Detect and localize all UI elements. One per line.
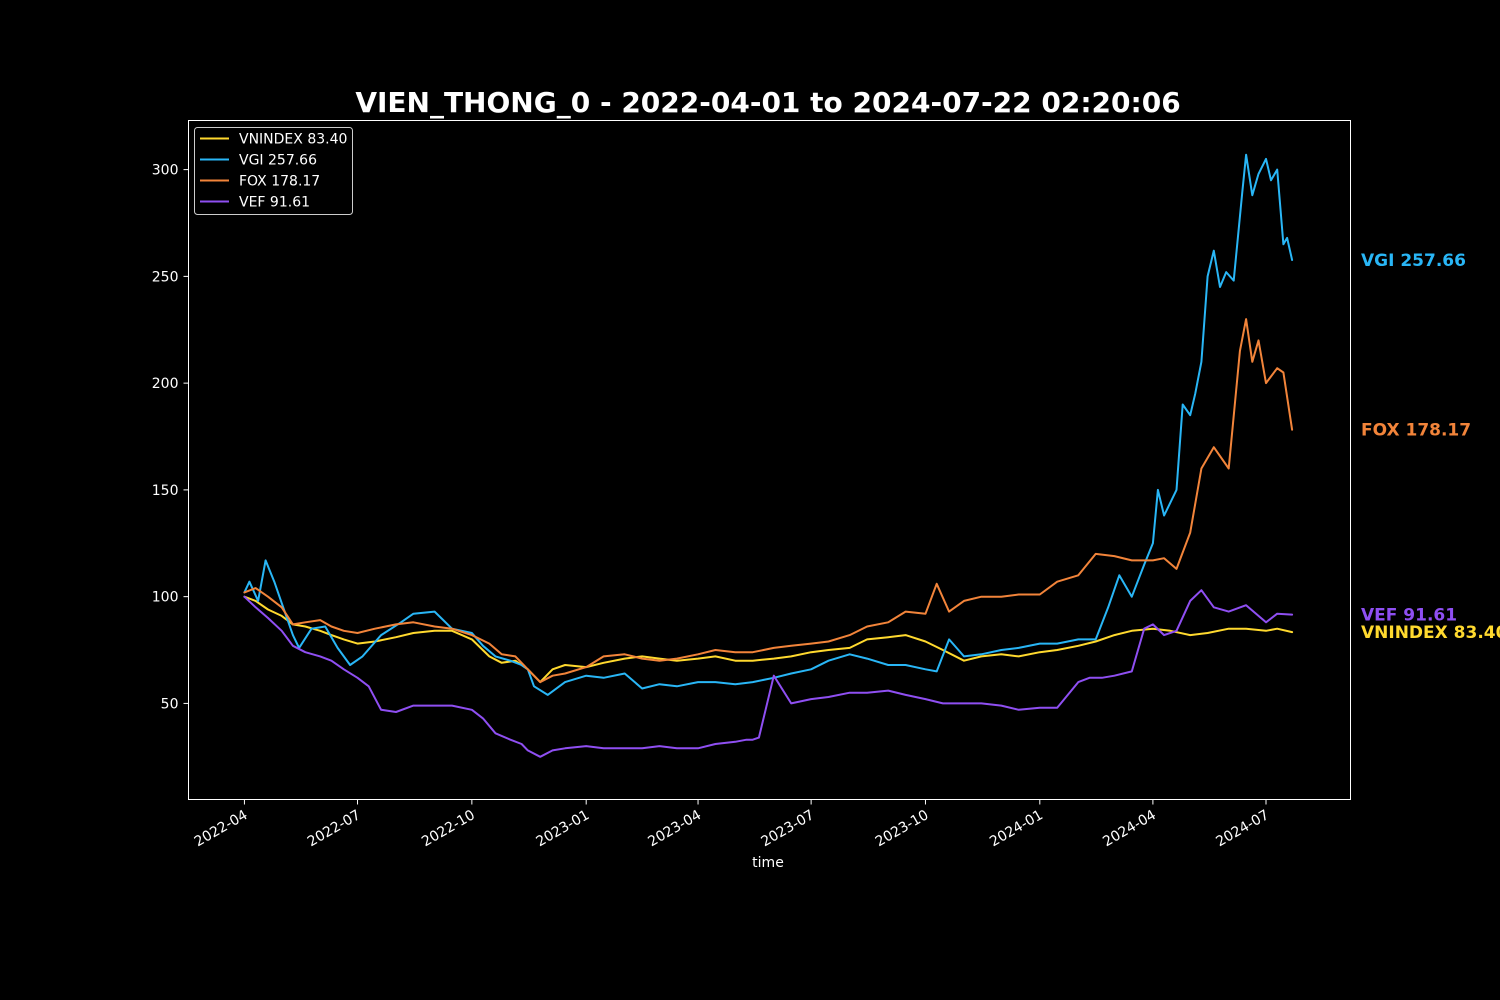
legend-entry: VGI 257.66 [239,153,317,169]
x-axis-label: time [752,855,784,871]
legend-entry: FOX 178.17 [239,174,320,190]
series-lines [243,153,1294,758]
end-label-fox: FOX 178.17 [1361,421,1471,441]
series-line-vnindex [243,595,1294,684]
y-tick-label: 300 [152,163,179,179]
legend-entry: VEF 91.61 [239,195,310,211]
y-tick-label: 100 [152,590,179,606]
series-line-vef [243,589,1294,758]
chart-title: VIEN_THONG_0 - 2022-04-01 to 2024-07-22 … [355,86,1180,119]
end-label-vgi: VGI 257.66 [1361,251,1466,271]
end-labels: VNINDEX 83.40 VGI 257.66 FOX 178.17 VEF 91.… [1361,251,1500,643]
plot-area [188,120,1351,800]
plot-frame [188,120,1351,800]
series-line-vgi [243,153,1294,696]
series-line-fox [243,318,1294,684]
legend-entry: VNINDEX 83.40 [239,132,347,148]
y-tick-label: 250 [152,269,179,285]
end-label-vnindex: VNINDEX 83.40 [1361,623,1500,643]
legend: VNINDEX 83.40 VGI 257.66 FOX 178.17 VEF 91.… [194,127,353,215]
y-tick-label: 200 [152,376,179,392]
end-label-vef: VEF 91.61 [1361,606,1457,626]
y-tick-label: 150 [152,483,179,499]
y-tick-label: 50 [161,696,179,712]
legend-frame [194,127,353,215]
y-axis: 50 100 150 200 250 300 [152,163,189,712]
